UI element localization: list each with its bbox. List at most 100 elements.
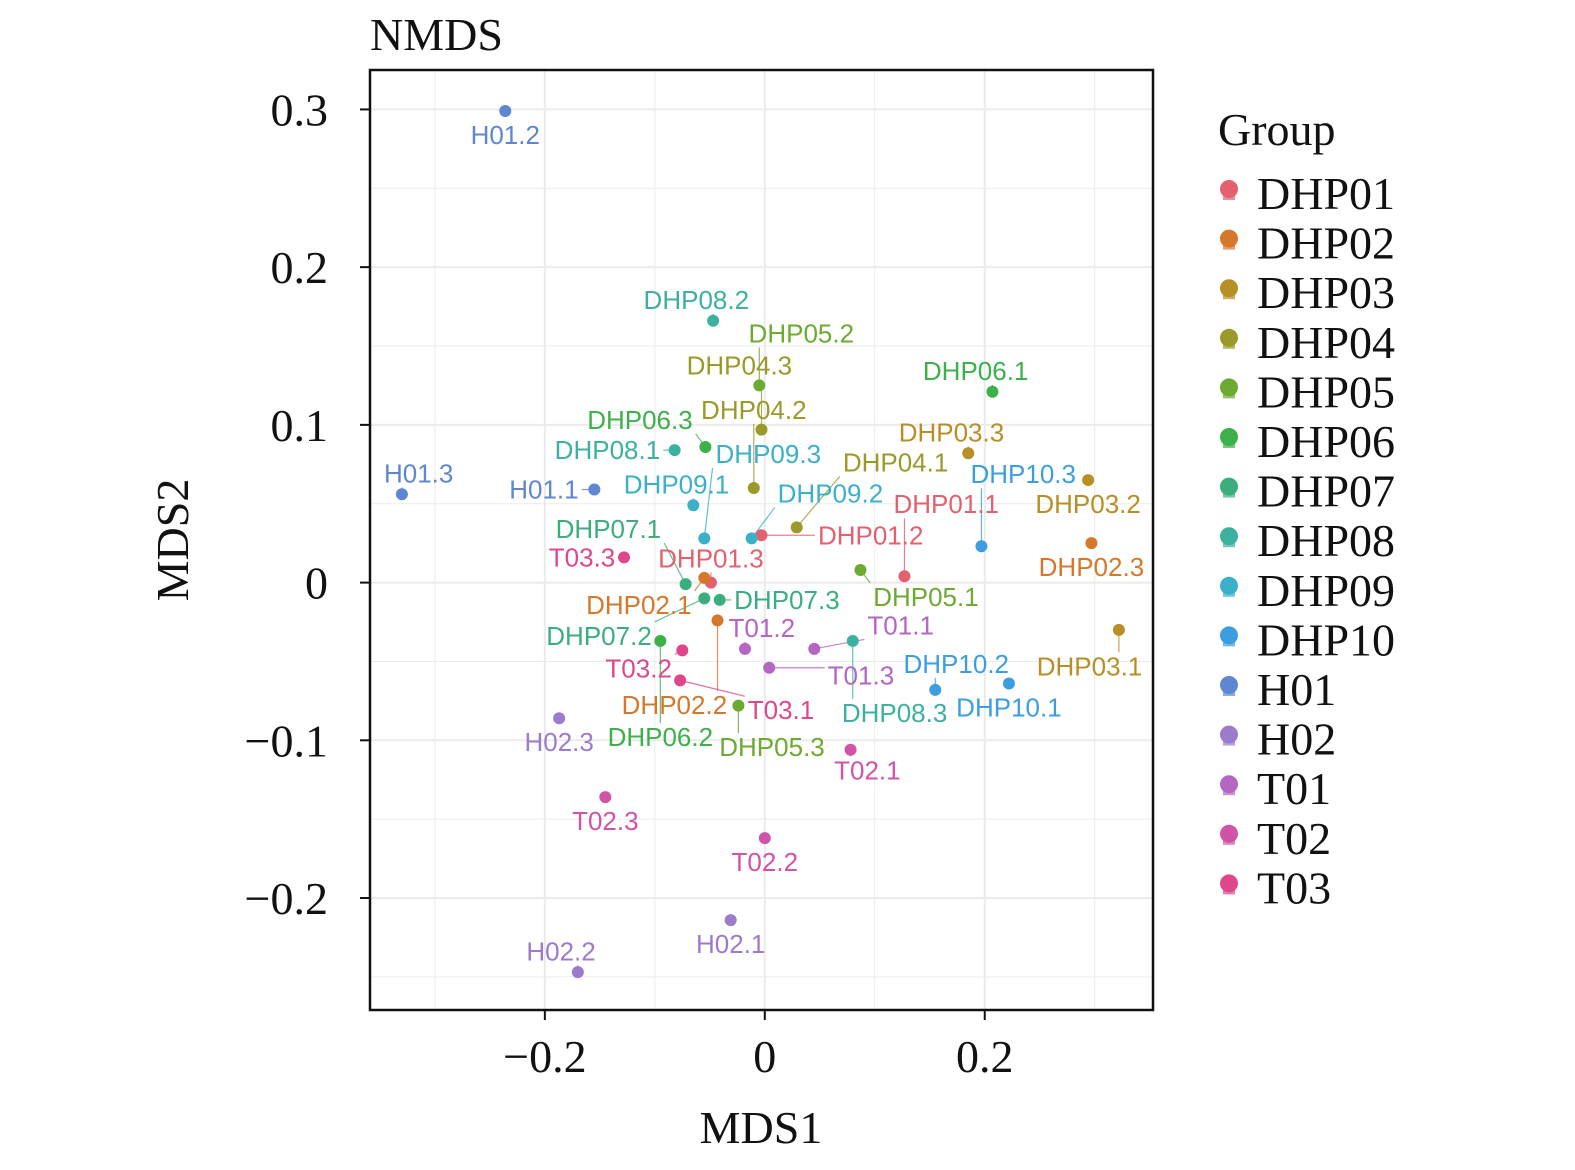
point-label: T03.2 — [605, 653, 672, 683]
legend-item: DHP10 — [1220, 614, 1395, 665]
legend-item: T01 — [1220, 763, 1331, 814]
label-leader-line — [751, 507, 776, 539]
point-label: DHP07.2 — [546, 621, 652, 651]
data-point — [1082, 474, 1095, 487]
legend-key-glyph — [1223, 590, 1235, 597]
legend-label: H01 — [1257, 664, 1336, 715]
legend-item: DHP02 — [1220, 218, 1395, 269]
point-label: H02.1 — [696, 929, 765, 959]
legend-key-icon — [1220, 328, 1238, 347]
legend-label: DHP07 — [1257, 466, 1395, 517]
data-point — [713, 593, 726, 606]
point-label: T01.2 — [729, 613, 796, 643]
legend-item: DHP01 — [1220, 168, 1395, 219]
point-label: DHP10.3 — [970, 459, 1076, 489]
point-label: T01.3 — [828, 661, 895, 691]
data-point — [732, 699, 745, 712]
point-label: T02.3 — [572, 806, 639, 836]
data-point — [668, 444, 681, 457]
data-point — [755, 423, 768, 436]
legend-item: DHP08 — [1220, 515, 1395, 566]
legend-key-glyph — [1223, 888, 1235, 895]
point-label: H01.3 — [384, 458, 453, 488]
data-point — [711, 614, 724, 627]
legend-item: H01 — [1220, 664, 1336, 715]
point-label: DHP08.1 — [555, 435, 661, 465]
legend-key-icon — [1220, 279, 1238, 298]
data-point — [599, 791, 612, 804]
data-point — [758, 832, 771, 845]
point-label: DHP07.3 — [734, 585, 840, 615]
legend-key-icon — [1220, 824, 1238, 843]
data-point — [898, 570, 911, 583]
legend-key-glyph — [1223, 243, 1235, 250]
y-tick-label: 0.1 — [271, 400, 329, 451]
point-label: DHP09.1 — [624, 470, 730, 500]
point-label: DHP05.2 — [749, 318, 855, 348]
point-label: DHP04.3 — [687, 351, 793, 381]
data-point — [571, 966, 584, 979]
legend-label: T01 — [1257, 763, 1331, 814]
data-point — [499, 105, 512, 118]
data-point — [975, 540, 988, 553]
legend-label: DHP01 — [1257, 168, 1395, 219]
point-label: DHP01.2 — [818, 520, 924, 550]
point-label: DHP06.2 — [608, 722, 714, 752]
legend: DHP01DHP02DHP03DHP04DHP05DHP06DHP07DHP08… — [1220, 168, 1395, 913]
label-leader-line — [703, 467, 714, 539]
data-point — [986, 385, 999, 398]
data-point — [1112, 623, 1125, 636]
legend-label: DHP08 — [1257, 515, 1395, 566]
grid — [370, 70, 1153, 1010]
point-label: DHP06.3 — [587, 405, 693, 435]
legend-key-glyph — [1223, 293, 1235, 300]
data-point — [679, 578, 692, 591]
legend-item: T02 — [1220, 813, 1331, 864]
data-point — [724, 914, 737, 927]
y-tick-label: 0 — [305, 558, 328, 609]
point-label: T02.1 — [834, 756, 901, 786]
point-label: T03.3 — [549, 542, 616, 572]
legend-label: DHP05 — [1257, 366, 1395, 417]
data-point — [553, 712, 566, 725]
point-label: DHP07.1 — [556, 514, 662, 544]
legend-key-glyph — [1223, 838, 1235, 845]
legend-key-icon — [1220, 428, 1238, 446]
point-label: T03.1 — [748, 695, 815, 725]
data-point — [1085, 537, 1098, 550]
legend-key-icon — [1220, 378, 1238, 397]
legend-item: DHP03 — [1220, 267, 1395, 318]
point-label: DHP02.2 — [622, 690, 728, 720]
legend-key-icon — [1220, 180, 1238, 198]
legend-label: DHP03 — [1257, 267, 1395, 318]
point-label: DHP04.1 — [843, 447, 949, 477]
point-label: DHP01.1 — [894, 489, 1000, 519]
data-point — [854, 563, 867, 576]
point-label: DHP03.1 — [1037, 651, 1143, 681]
chart-title: NMDS — [370, 9, 503, 60]
legend-item: DHP05 — [1220, 366, 1395, 417]
data-point — [790, 521, 803, 534]
data-point — [707, 314, 720, 327]
data-point — [747, 481, 760, 494]
legend-item: T03 — [1220, 862, 1331, 913]
point-label: DHP08.3 — [842, 698, 948, 728]
point-label: H01.1 — [509, 475, 578, 505]
data-point — [753, 379, 766, 392]
point-label: DHP02.3 — [1039, 552, 1145, 582]
data-point — [808, 642, 821, 655]
point-label: DHP09.2 — [778, 479, 884, 509]
point-label: H01.2 — [471, 120, 540, 150]
data-point — [698, 592, 711, 605]
legend-label: DHP04 — [1257, 317, 1395, 368]
legend-item: H02 — [1220, 714, 1336, 765]
point-label: DHP10.2 — [904, 649, 1010, 679]
point-label: DHP05.1 — [873, 582, 979, 612]
legend-key-icon — [1220, 725, 1238, 744]
legend-key-glyph — [1223, 690, 1235, 696]
data-point — [755, 529, 768, 542]
legend-key-icon — [1220, 676, 1238, 694]
point-label: DHP03.3 — [899, 417, 1005, 447]
